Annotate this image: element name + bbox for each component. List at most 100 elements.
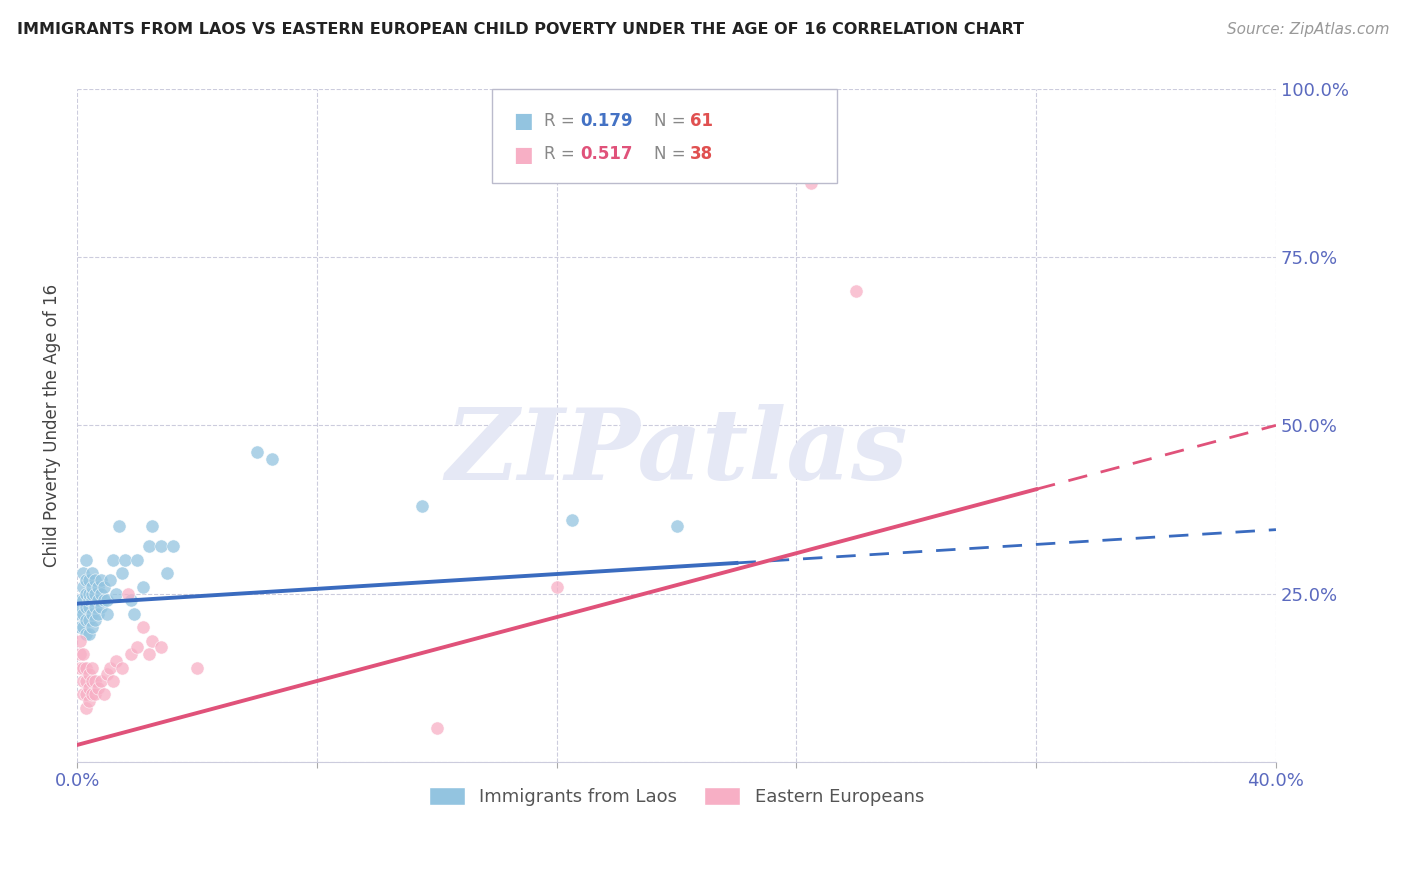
Text: N =: N =	[654, 112, 690, 129]
Point	[77, 614, 100, 628]
Point	[90, 673, 112, 688]
Point	[72, 593, 94, 607]
Text: 0.179: 0.179	[581, 112, 633, 129]
Point	[98, 573, 121, 587]
Point	[77, 694, 100, 708]
Point	[72, 647, 94, 661]
Point	[101, 673, 124, 688]
Point	[845, 284, 868, 298]
Point	[75, 673, 97, 688]
Point	[80, 580, 103, 594]
Point	[138, 647, 160, 661]
Point	[80, 593, 103, 607]
Point	[141, 633, 163, 648]
Legend: Immigrants from Laos, Eastern Europeans: Immigrants from Laos, Eastern Europeans	[422, 780, 932, 814]
Point	[87, 593, 110, 607]
Point	[80, 607, 103, 621]
Point	[75, 586, 97, 600]
Point	[90, 600, 112, 615]
Point	[72, 580, 94, 594]
Point	[84, 614, 107, 628]
Point	[108, 519, 131, 533]
Point	[93, 580, 115, 594]
Text: R =: R =	[544, 112, 581, 129]
Point	[75, 573, 97, 587]
Point	[186, 660, 208, 674]
Point	[122, 607, 145, 621]
Point	[80, 620, 103, 634]
Point	[96, 607, 118, 621]
Text: IMMIGRANTS FROM LAOS VS EASTERN EUROPEAN CHILD POVERTY UNDER THE AGE OF 16 CORRE: IMMIGRANTS FROM LAOS VS EASTERN EUROPEAN…	[17, 22, 1024, 37]
Point	[75, 701, 97, 715]
Point	[75, 660, 97, 674]
Point	[105, 654, 128, 668]
Point	[69, 633, 91, 648]
Point	[665, 519, 688, 533]
Text: R =: R =	[544, 145, 581, 162]
Point	[84, 688, 107, 702]
Text: 61: 61	[690, 112, 713, 129]
Point	[260, 452, 283, 467]
Point	[156, 566, 179, 581]
Point	[69, 607, 91, 621]
Text: Source: ZipAtlas.com: Source: ZipAtlas.com	[1226, 22, 1389, 37]
Point	[72, 673, 94, 688]
Point	[80, 566, 103, 581]
Point	[87, 607, 110, 621]
Text: 38: 38	[690, 145, 713, 162]
Point	[162, 540, 184, 554]
Point	[93, 593, 115, 607]
Point	[77, 586, 100, 600]
Point	[138, 540, 160, 554]
Point	[72, 566, 94, 581]
Point	[80, 586, 103, 600]
Point	[105, 586, 128, 600]
Point	[84, 586, 107, 600]
Point	[77, 681, 100, 695]
Point	[141, 519, 163, 533]
Point	[246, 445, 269, 459]
Point	[426, 721, 449, 735]
Point	[72, 607, 94, 621]
Point	[75, 600, 97, 615]
Point	[84, 673, 107, 688]
Point	[77, 593, 100, 607]
Point	[125, 640, 148, 655]
Point	[561, 512, 583, 526]
Point	[72, 660, 94, 674]
Point	[84, 573, 107, 587]
Point	[800, 176, 823, 190]
Text: 0.517: 0.517	[581, 145, 633, 162]
Point	[546, 580, 568, 594]
Point	[77, 573, 100, 587]
Point	[72, 620, 94, 634]
Point	[80, 660, 103, 674]
Point	[69, 593, 91, 607]
Point	[69, 647, 91, 661]
Point	[114, 553, 136, 567]
Point	[111, 566, 134, 581]
Point	[150, 640, 173, 655]
Point	[132, 620, 155, 634]
Point	[101, 553, 124, 567]
Point	[77, 600, 100, 615]
Point	[87, 681, 110, 695]
Point	[96, 667, 118, 681]
Text: ■: ■	[513, 145, 533, 164]
Point	[72, 688, 94, 702]
Point	[117, 586, 139, 600]
Point	[75, 614, 97, 628]
Point	[120, 593, 142, 607]
Point	[80, 688, 103, 702]
Point	[75, 627, 97, 641]
Point	[75, 688, 97, 702]
Point	[69, 660, 91, 674]
Point	[411, 499, 433, 513]
Point	[69, 600, 91, 615]
Text: ■: ■	[513, 112, 533, 131]
Point	[111, 660, 134, 674]
Point	[77, 627, 100, 641]
Point	[96, 593, 118, 607]
Point	[125, 553, 148, 567]
Point	[69, 620, 91, 634]
